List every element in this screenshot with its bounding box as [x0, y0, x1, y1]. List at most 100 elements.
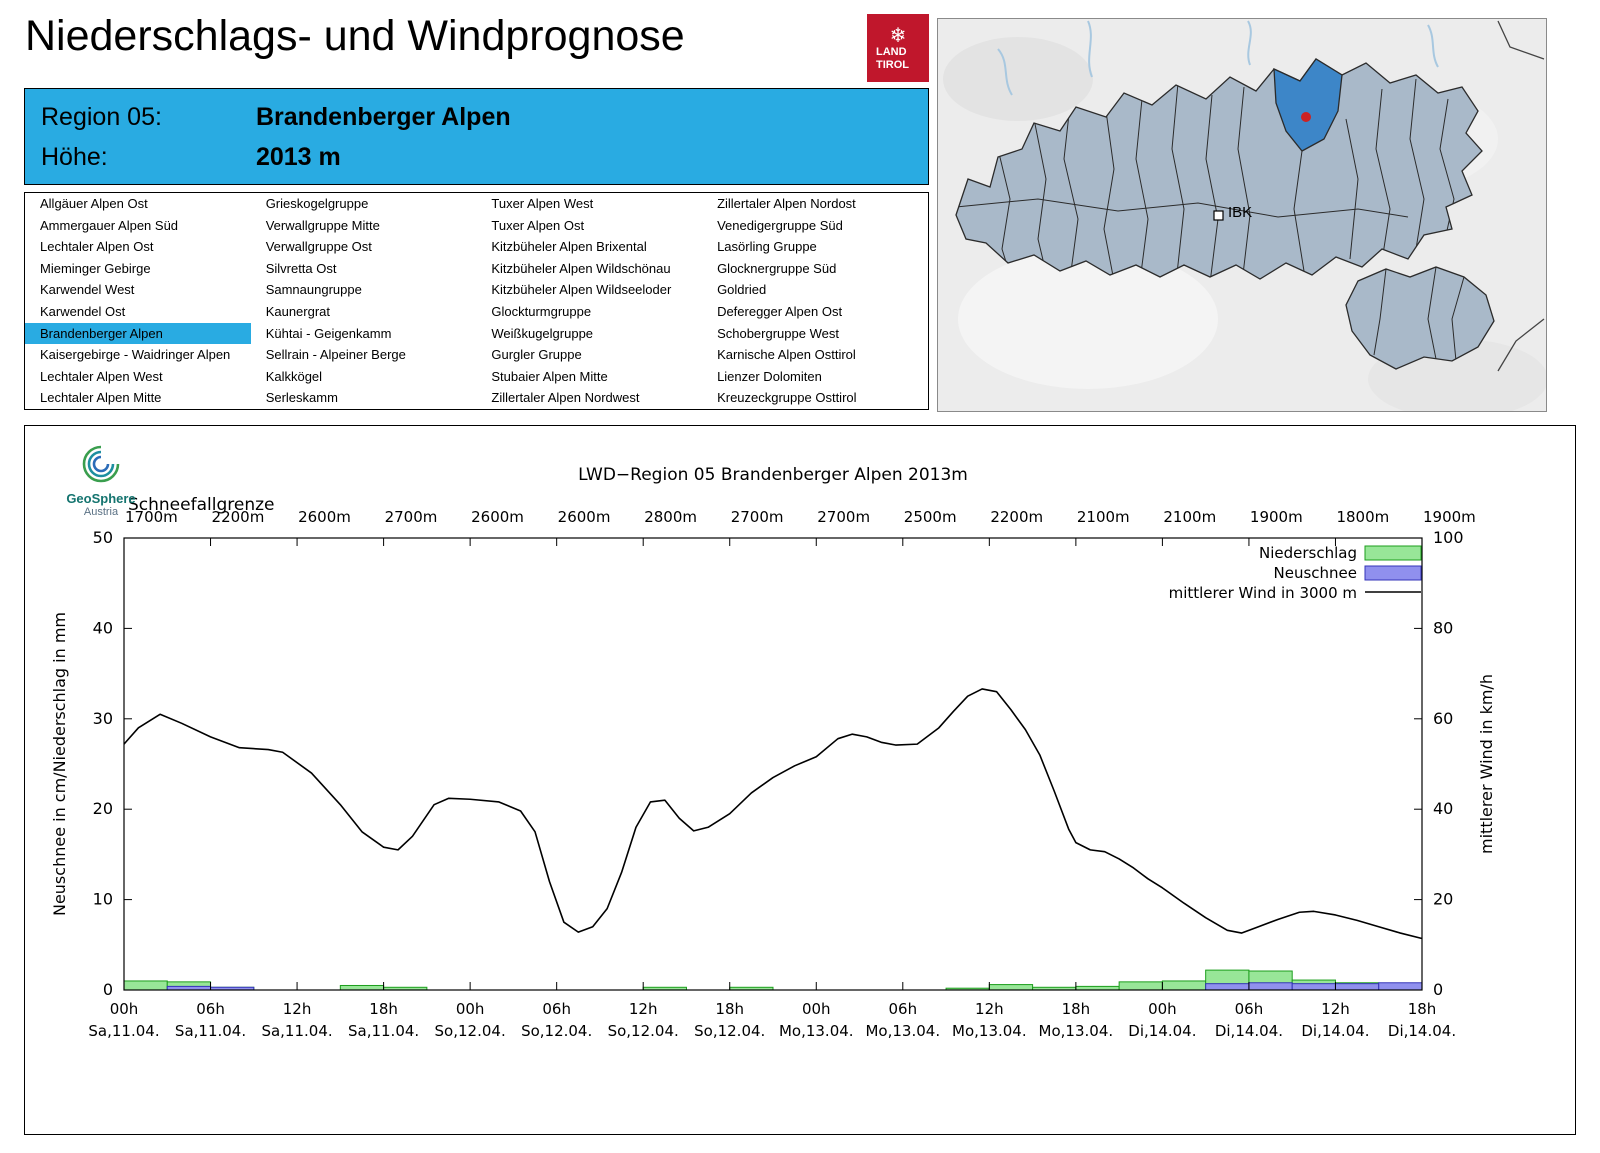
- region-list-item[interactable]: Lechtaler Alpen Ost: [40, 239, 154, 255]
- x-tick-time-label: 06h: [196, 1000, 225, 1018]
- x-tick-time-label: 18h: [1062, 1000, 1091, 1018]
- ibk-label: IBK: [1228, 204, 1252, 221]
- region-list-item[interactable]: Kaunergrat: [265, 303, 331, 319]
- geosphere-austria-logo: GeoSphere Austria: [53, 442, 149, 519]
- region-list-item[interactable]: Kitzbüheler Alpen Wildschönau: [491, 260, 671, 276]
- snowline-label: Schneefallgrenze: [128, 495, 274, 515]
- tirol-region-map[interactable]: IBK: [937, 18, 1547, 412]
- snowline-value: 2200m: [212, 508, 265, 526]
- region-list-item[interactable]: Stubaier Alpen Mitte: [491, 368, 608, 384]
- x-tick-date-label: Mo,13.04.: [1039, 1022, 1114, 1040]
- snowline-value: 2600m: [558, 508, 611, 526]
- snowline-value: 1900m: [1250, 508, 1303, 526]
- district-border-lines-east: [1373, 267, 1465, 362]
- y-tick-right-label: 0: [1433, 980, 1443, 999]
- x-tick-date-label: Mo,13.04.: [952, 1022, 1027, 1040]
- region-list-item[interactable]: Silvretta Ost: [265, 260, 337, 276]
- y-tick-right-label: 100: [1433, 528, 1464, 547]
- x-tick-time-label: 18h: [1408, 1000, 1437, 1018]
- region-list-item[interactable]: Lechtaler Alpen Mitte: [40, 390, 162, 406]
- y-tick-left-label: 50: [93, 528, 113, 547]
- x-tick-date-label: So,12.04.: [608, 1022, 679, 1040]
- x-tick-date-label: So,12.04.: [435, 1022, 506, 1040]
- y-tick-right-label: 60: [1433, 709, 1453, 728]
- legend-niederschlag-swatch: [1364, 545, 1422, 561]
- region-list-item[interactable]: Tuxer Alpen Ost: [491, 217, 585, 233]
- x-tick-time-label: 18h: [369, 1000, 398, 1018]
- region-list-item[interactable]: Mieminger Gebirge: [40, 260, 151, 276]
- region-list-item[interactable]: Glocknergruppe Süd: [717, 260, 837, 276]
- region-list-item[interactable]: Kitzbüheler Alpen Wildseeloder: [491, 282, 672, 298]
- region-list-item[interactable]: Verwallgruppe Ost: [265, 239, 372, 255]
- newsnow-bar: [1378, 982, 1423, 991]
- region-list-item[interactable]: Kühtai - Geigenkamm: [265, 325, 392, 341]
- region-list: Allgäuer Alpen Ost Ammergauer Alpen Süd Le…: [24, 192, 929, 410]
- north-tirol-shape[interactable]: [955, 58, 1483, 280]
- region-list-item[interactable]: Goldried: [717, 282, 767, 298]
- region-list-item[interactable]: Sellrain - Alpeiner Berge: [265, 347, 406, 363]
- region-list-item[interactable]: Lienzer Dolomiten: [717, 368, 822, 384]
- region-list-item[interactable]: Kreuzeckgruppe Osttirol: [717, 390, 857, 406]
- state-border-lines: [1497, 20, 1545, 372]
- snowline-value: 2600m: [471, 508, 524, 526]
- region-list-item[interactable]: Glockturmgruppe: [491, 303, 592, 319]
- selected-region-marker-dot: [1301, 112, 1311, 122]
- region-list-column: Zillertaler Alpen Nordost Venedigergruppe…: [702, 193, 928, 409]
- x-tick-time-label: 00h: [110, 1000, 139, 1018]
- region-list-item[interactable]: Schobergruppe West: [717, 325, 839, 341]
- region-value: Brandenberger Alpen: [255, 103, 511, 131]
- region-list-item[interactable]: Kalkkögel: [265, 368, 323, 384]
- logo-line-2: TIROL: [876, 59, 909, 71]
- region-list-item[interactable]: Gurgler Gruppe: [491, 347, 582, 363]
- region-list-item[interactable]: Karwendel West: [40, 282, 135, 298]
- river-lines: [997, 20, 1439, 96]
- x-tick-date-label: Sa,11.04.: [88, 1022, 159, 1040]
- region-list-item[interactable]: Zillertaler Alpen Nordwest: [491, 390, 640, 406]
- y-tick-right-label: 40: [1433, 799, 1453, 818]
- x-tick-time-label: 12h: [975, 1000, 1004, 1018]
- snowline-value: 2700m: [385, 508, 438, 526]
- snowline-value: 1800m: [1336, 508, 1389, 526]
- region-list-item[interactable]: Zillertaler Alpen Nordost: [717, 196, 856, 211]
- y-tick-left-label: 10: [93, 890, 113, 909]
- y-tick-left-label: 0: [103, 980, 113, 999]
- hoehe-value: 2013 m: [255, 143, 341, 171]
- snowline-value: 2800m: [644, 508, 697, 526]
- region-list-item[interactable]: Allgäuer Alpen Ost: [40, 196, 148, 211]
- snowline-value: 1700m: [125, 508, 178, 526]
- region-list-item[interactable]: Karwendel Ost: [40, 303, 126, 319]
- precip-bar: [1161, 980, 1207, 991]
- region-label: Region 05:: [41, 103, 162, 131]
- region-list-item[interactable]: Verwallgruppe Mitte: [265, 217, 380, 233]
- legend-niederschlag-label: Niederschlag: [1259, 544, 1357, 562]
- region-list-item[interactable]: Lasörling Gruppe: [717, 239, 817, 255]
- snowflake-icon: ❄: [889, 23, 907, 47]
- snowline-value: 2500m: [904, 508, 957, 526]
- region-list-column: Grieskogelgruppe Verwallgruppe Mitte Verwa…: [251, 193, 477, 409]
- snowline-value: 2100m: [1077, 508, 1130, 526]
- region-list-item[interactable]: Karnische Alpen Osttirol: [717, 347, 856, 363]
- snowline-value: 2600m: [298, 508, 351, 526]
- region-list-item[interactable]: Kitzbüheler Alpen Brixental: [491, 239, 647, 255]
- selected-region-brandenberger-alpen[interactable]: [1273, 58, 1343, 152]
- forecast-chart-panel: 00h Sa,11.04. 1700m 06h Sa,11.04. 2200m 12h Sa,…: [24, 425, 1576, 1135]
- x-tick-time-label: 18h: [715, 1000, 744, 1018]
- region-list-item[interactable]: Serleskamm: [265, 390, 338, 406]
- region-list-item[interactable]: Deferegger Alpen Ost: [717, 303, 843, 319]
- x-tick-time-label: 06h: [889, 1000, 918, 1018]
- region-list-item[interactable]: Lechtaler Alpen West: [40, 368, 163, 384]
- region-list-item[interactable]: Tuxer Alpen West: [491, 196, 594, 211]
- region-list-item[interactable]: Brandenberger Alpen: [25, 322, 251, 345]
- region-list-item[interactable]: Weißkugelgruppe: [491, 325, 594, 341]
- x-tick-date-label: Di,14.04.: [1128, 1022, 1196, 1040]
- region-list-item[interactable]: Kaisergebirge - Waidringer Alpen: [40, 347, 231, 363]
- land-tirol-logo: ❄ LAND TIROL: [867, 14, 929, 82]
- snowline-value: 2700m: [817, 508, 870, 526]
- region-list-item[interactable]: Samnaungruppe: [265, 282, 362, 298]
- region-list-item[interactable]: Venedigergruppe Süd: [717, 217, 843, 233]
- region-list-item[interactable]: Grieskogelgruppe: [265, 196, 369, 211]
- region-list-column: Allgäuer Alpen Ost Ammergauer Alpen Süd Le…: [25, 193, 251, 409]
- region-list-item[interactable]: Ammergauer Alpen Süd: [40, 217, 179, 233]
- newsnow-bar: [1248, 982, 1293, 991]
